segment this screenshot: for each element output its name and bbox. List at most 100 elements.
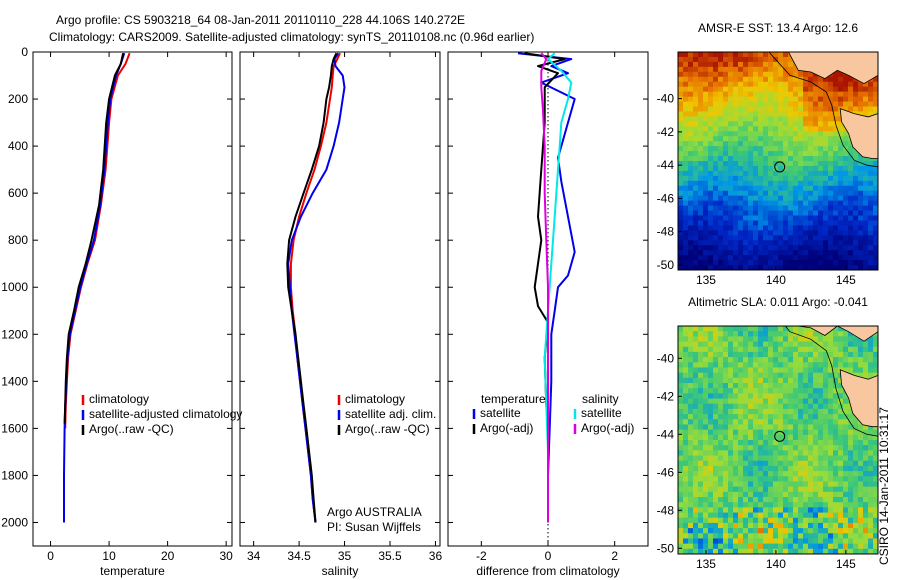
sla-cell	[683, 455, 689, 462]
sst-cell	[708, 185, 714, 192]
sst-cell	[678, 210, 684, 217]
sla-cell	[838, 491, 844, 498]
sst-cell	[698, 240, 704, 246]
sla-cell	[788, 440, 794, 446]
sst-cell	[763, 131, 769, 137]
sla-cell	[753, 445, 759, 451]
sla-cell	[713, 507, 719, 514]
sst-cell	[688, 71, 694, 78]
sst-cell	[708, 165, 714, 172]
sst-cell	[788, 265, 794, 270]
sla-cell	[743, 372, 749, 379]
sla-cell	[718, 393, 724, 400]
sst-cell	[738, 91, 744, 98]
sla-cell	[843, 424, 849, 431]
sla-cell	[853, 471, 859, 477]
sla-cell	[683, 450, 689, 457]
sst-cell	[833, 96, 839, 103]
sla-cell	[763, 497, 769, 503]
sla-cell	[693, 383, 699, 389]
sst-cell	[873, 200, 878, 207]
sst-cell	[723, 96, 729, 103]
sla-cell	[738, 346, 744, 353]
sst-cell	[838, 180, 844, 187]
sst-cell	[833, 170, 839, 177]
sla-cell	[873, 465, 878, 472]
sst-cell	[678, 205, 684, 212]
sst-cell	[843, 165, 849, 172]
sst-cell	[823, 111, 829, 117]
sst-cell	[693, 146, 699, 152]
sla-cell	[863, 507, 869, 514]
sla-cell	[688, 445, 694, 451]
sst-cell	[828, 195, 834, 202]
sla-cell	[683, 377, 689, 384]
sla-cell	[678, 326, 684, 332]
sst-cell	[828, 215, 834, 222]
sla-cell	[738, 486, 744, 493]
sla-cell	[688, 434, 694, 441]
sla-cell	[783, 398, 789, 405]
sst-cell	[818, 96, 824, 103]
sst-cell	[783, 106, 789, 113]
sst-cell	[763, 96, 769, 103]
sst-cell	[818, 210, 824, 217]
sla-cell	[738, 393, 744, 400]
sla-cell	[868, 429, 874, 436]
sla-cell	[763, 440, 769, 446]
sla-cell	[728, 538, 734, 545]
sst-cell	[743, 190, 749, 197]
sst-cell	[678, 101, 684, 108]
sla-cell	[743, 440, 749, 446]
sst-cell	[803, 260, 809, 266]
sla-cell	[853, 362, 859, 369]
sst-cell	[813, 116, 819, 122]
sla-cell	[753, 517, 759, 524]
sst-cell	[873, 210, 878, 217]
sst-cell	[788, 156, 794, 162]
sst-cell	[793, 175, 799, 182]
sla-cell	[783, 414, 789, 420]
sla-cell	[718, 538, 724, 545]
sst-cell	[843, 170, 849, 177]
sla-cell	[713, 455, 719, 462]
sst-cell	[808, 71, 814, 78]
sla-cell	[818, 362, 824, 369]
sla-cell	[763, 398, 769, 405]
sst-cell	[823, 190, 829, 197]
sst-cell	[788, 215, 794, 222]
sla-cell	[688, 533, 694, 540]
sla-cell	[763, 367, 769, 374]
sla-cell	[793, 445, 799, 451]
sst-cell	[843, 81, 849, 88]
sst-cell	[873, 161, 878, 167]
sst-cell	[693, 116, 699, 122]
sla-cell	[753, 434, 759, 441]
sst-cell	[678, 250, 684, 256]
sst-cell	[813, 141, 819, 147]
sla-cell	[693, 362, 699, 369]
sst-cell	[738, 195, 744, 202]
sst-cell	[713, 180, 719, 187]
sla-cell	[693, 522, 699, 529]
sst-cell	[768, 230, 774, 236]
sst-cell	[718, 205, 724, 212]
sla-cell	[683, 538, 689, 545]
sst-cell	[763, 111, 769, 117]
x-tick-label: 140	[766, 557, 786, 571]
sla-cell	[818, 445, 824, 451]
sst-cell	[798, 235, 804, 241]
sla-cell	[848, 440, 854, 446]
sla-cell	[748, 419, 754, 426]
sla-cell	[763, 341, 769, 348]
sst-cell	[778, 225, 784, 231]
sst-cell	[828, 136, 834, 142]
sla-cell	[728, 336, 734, 343]
sst-cell	[698, 101, 704, 108]
sst-cell	[823, 255, 829, 261]
sst-cell	[808, 235, 814, 241]
map-field	[678, 326, 878, 554]
sst-cell	[713, 161, 719, 167]
sla-cell	[813, 502, 819, 508]
sla-cell	[738, 372, 744, 379]
